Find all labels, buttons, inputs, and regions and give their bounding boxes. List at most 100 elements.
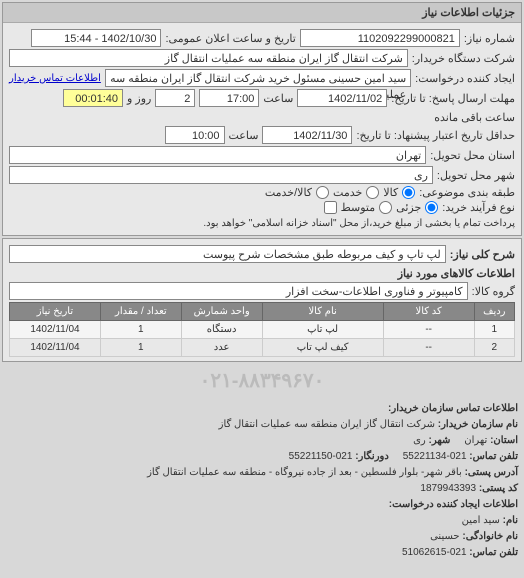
radio-goods-service[interactable] bbox=[316, 186, 329, 199]
validity-time-field: 10:00 bbox=[165, 126, 225, 144]
radio-goods-label: کالا bbox=[383, 186, 398, 199]
footer-loc-row: استان: تهران شهر: ری bbox=[6, 433, 518, 448]
table-header-row: ردیف کد کالا نام کالا واحد شمارش تعداد /… bbox=[10, 303, 515, 321]
group-label: گروه کالا: bbox=[472, 285, 515, 298]
radio-goods-service-label: کالا/خدمت bbox=[265, 186, 312, 199]
table-cell: دستگاه bbox=[181, 321, 262, 339]
row-group: گروه کالا: کامپیوتر و فناوری اطلاعات-سخت… bbox=[9, 282, 515, 300]
deadline-label: مهلت ارسال پاسخ: تا تاریخ: bbox=[391, 92, 515, 105]
city-label: شهر محل تحویل: bbox=[437, 169, 515, 182]
footer-contact-phone-row: تلفن تماس: 021-51062615 bbox=[6, 545, 518, 560]
footer-org: شرکت انتقال گاز ایران منطقه سه عملیات ان… bbox=[219, 419, 435, 430]
footer-address-label: آدرس پستی: bbox=[465, 467, 518, 478]
radio-service-label: خدمت bbox=[333, 186, 362, 199]
radio-medium[interactable] bbox=[379, 201, 392, 214]
footer-postal: 1879943393 bbox=[420, 483, 476, 494]
table-cell: 1 bbox=[100, 339, 181, 357]
row-desc: شرح کلی نیاز: لپ تاپ و کیف مربوطه طبق مش… bbox=[9, 245, 515, 263]
radio-service-group[interactable]: خدمت bbox=[333, 186, 379, 199]
footer-lname: حسینی bbox=[430, 531, 459, 542]
footer-fax: 021-55221150 bbox=[289, 451, 353, 462]
radio-minor-group[interactable]: جزئی bbox=[396, 201, 438, 214]
radio-medium-group[interactable]: متوسط bbox=[341, 201, 393, 214]
footer-phone: 021-55221134 bbox=[403, 451, 467, 462]
table-cell: -- bbox=[383, 321, 474, 339]
footer-fname: سید امین bbox=[462, 515, 500, 526]
buyer-contact-link[interactable]: اطلاعات تماس خریدار bbox=[9, 73, 101, 84]
row-process: نوع فرآیند خرید: جزئی متوسط پرداخت تمام … bbox=[9, 201, 515, 229]
row-subject-class: طبقه بندی موضوعی: کالا خدمت کالا/خدمت bbox=[9, 186, 515, 199]
footer-province: تهران bbox=[464, 435, 487, 446]
footer-contact-phone: 021-51062615 bbox=[402, 547, 467, 558]
time-label-1: ساعت bbox=[263, 92, 293, 105]
th-name: نام کالا bbox=[262, 303, 383, 321]
footer-org-row: نام سازمان خریدار: شرکت انتقال گاز ایران… bbox=[6, 417, 518, 432]
request-no-field: 1102092299000821 bbox=[300, 29, 460, 47]
process-label: نوع فرآیند خرید: bbox=[442, 201, 515, 214]
table-cell: عدد bbox=[181, 339, 262, 357]
footer-lname-label: نام خانوادگی: bbox=[462, 531, 518, 542]
table-cell: کیف لپ تاپ bbox=[262, 339, 383, 357]
row-creator: ایجاد کننده درخواست: سید امین حسینی مسئو… bbox=[9, 69, 515, 87]
time-label-2: ساعت bbox=[229, 129, 259, 142]
footer-address: باقر شهر- بلوار فلسطین - بعد از جاده نیر… bbox=[147, 467, 462, 478]
th-row: ردیف bbox=[474, 303, 514, 321]
items-panel: شرح کلی نیاز: لپ تاپ و کیف مربوطه طبق مش… bbox=[2, 238, 522, 362]
footer-fname-label: نام: bbox=[503, 515, 518, 526]
panel-body: شماره نیاز: 1102092299000821 تاریخ و ساع… bbox=[3, 23, 521, 235]
radio-medium-label: متوسط bbox=[341, 201, 376, 214]
th-unit: واحد شمارش bbox=[181, 303, 262, 321]
announce-field: 1402/10/30 - 15:44 bbox=[31, 29, 161, 47]
table-cell: 1 bbox=[474, 321, 514, 339]
radio-goods-service-group[interactable]: کالا/خدمت bbox=[265, 186, 329, 199]
remain-time-field: 00:01:40 bbox=[63, 89, 123, 107]
footer-postal-row: کد پستی: 1879943393 bbox=[6, 481, 518, 496]
request-no-label: شماره نیاز: bbox=[464, 32, 515, 45]
desc-field: لپ تاپ و کیف مربوطه طبق مشخصات شرح پیوست bbox=[9, 245, 446, 263]
treasury-checkbox[interactable] bbox=[324, 201, 337, 214]
table-cell: 1 bbox=[100, 321, 181, 339]
footer-org-label: نام سازمان خریدار: bbox=[438, 419, 518, 430]
group-field: کامپیوتر و فناوری اطلاعات-سخت افزار bbox=[9, 282, 468, 300]
creator-field: سید امین حسینی مسئول خرید شرکت انتقال گا… bbox=[105, 69, 411, 87]
th-date: تاریخ نیاز bbox=[10, 303, 101, 321]
radio-goods-group[interactable]: کالا bbox=[383, 186, 415, 199]
process-note: پرداخت تمام یا بخشی از مبلغ خرید،از محل … bbox=[203, 218, 515, 229]
th-qty: تعداد / مقدار bbox=[100, 303, 181, 321]
watermark-text: ۰۲۱-۸۸۳۴۹۶۷۰ bbox=[0, 364, 524, 397]
footer-title-2: اطلاعات ایجاد کننده درخواست: bbox=[6, 497, 518, 512]
footer-address-row: آدرس پستی: باقر شهر- بلوار فلسطین - بعد … bbox=[6, 465, 518, 480]
deadline-time-field: 17:00 bbox=[199, 89, 259, 107]
validity-date-field: 1402/11/30 bbox=[262, 126, 352, 144]
radio-minor-label: جزئی bbox=[396, 201, 421, 214]
radio-goods[interactable] bbox=[402, 186, 415, 199]
footer-title-1: اطلاعات تماس سازمان خریدار: bbox=[6, 401, 518, 416]
items-title: اطلاعات کالاهای مورد نیاز bbox=[9, 267, 515, 280]
radio-service[interactable] bbox=[366, 186, 379, 199]
footer-province-label: استان: bbox=[490, 435, 518, 446]
row-request-no: شماره نیاز: 1102092299000821 تاریخ و ساع… bbox=[9, 29, 515, 47]
table-cell: -- bbox=[383, 339, 474, 357]
items-table: ردیف کد کالا نام کالا واحد شمارش تعداد /… bbox=[9, 302, 515, 357]
table-cell: لپ تاپ bbox=[262, 321, 383, 339]
deadline-date-field: 1402/11/02 bbox=[297, 89, 387, 107]
row-deadline: مهلت ارسال پاسخ: تا تاریخ: 1402/11/02 سا… bbox=[9, 89, 515, 124]
creator-label: ایجاد کننده درخواست: bbox=[415, 72, 515, 85]
announce-label: تاریخ و ساعت اعلان عمومی: bbox=[165, 32, 295, 45]
buyer-org-label: شرکت دستگاه خریدار: bbox=[412, 52, 515, 65]
radio-minor[interactable] bbox=[425, 201, 438, 214]
table-cell: 1402/11/04 bbox=[10, 321, 101, 339]
days-label: روز و bbox=[127, 92, 151, 105]
row-validity: حداقل تاریخ اعتبار پیشنهاد: تا تاریخ: 14… bbox=[9, 126, 515, 144]
footer-city-label: شهر: bbox=[429, 435, 451, 446]
footer-city: ری bbox=[413, 435, 426, 446]
buyer-org-field: شرکت انتقال گاز ایران منطقه سه عملیات ان… bbox=[9, 49, 408, 67]
panel-header: جزئیات اطلاعات نیاز bbox=[3, 3, 521, 23]
table-row: 2--کیف لپ تاپعدد11402/11/04 bbox=[10, 339, 515, 357]
table-cell: 2 bbox=[474, 339, 514, 357]
footer-phone-label: تلفن تماس: bbox=[469, 451, 518, 462]
province-field: تهران bbox=[9, 146, 426, 164]
table-cell: 1402/11/04 bbox=[10, 339, 101, 357]
row-province: استان محل تحویل: تهران bbox=[9, 146, 515, 164]
row-city: شهر محل تحویل: ری bbox=[9, 166, 515, 184]
